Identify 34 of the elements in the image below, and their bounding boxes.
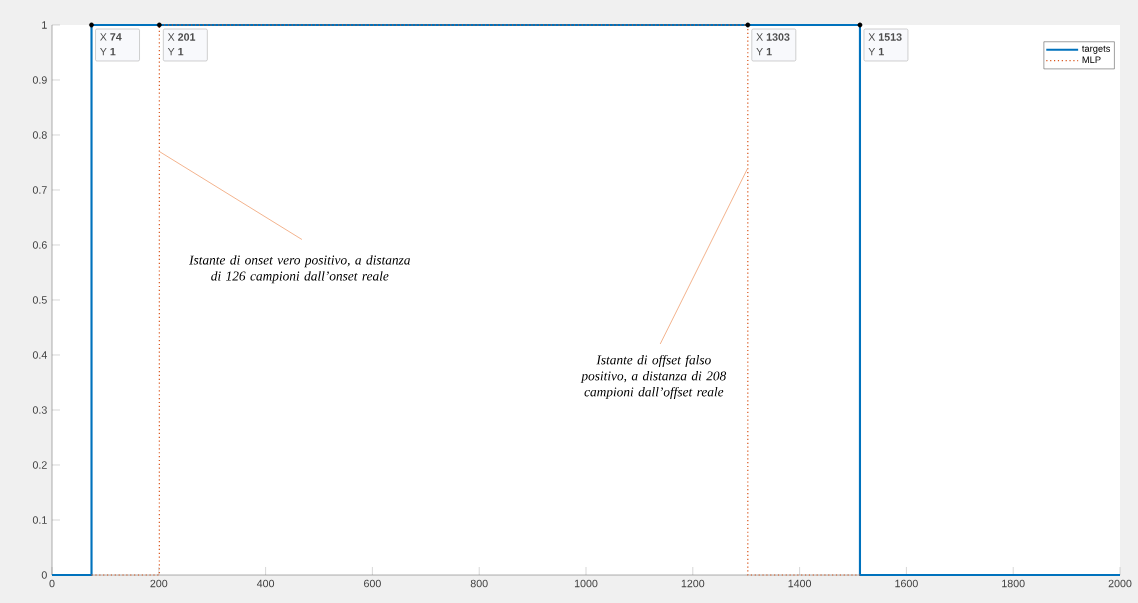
x-tick-label: 600 — [364, 579, 381, 588]
annotation: Y 1 — [167, 47, 184, 56]
x-tick-label: 0 — [49, 579, 55, 588]
x-tick-label: 400 — [256, 579, 275, 588]
x-tick-label: 1200 — [681, 579, 705, 588]
y-tick-label: 0.1 — [32, 516, 47, 524]
annotation: Istante di offset falso positivo, a distanza di 208 campioni dall’offset reale — [580, 354, 727, 400]
annotation: X 1513 — [868, 33, 902, 41]
y-tick-label: 0.7 — [32, 186, 47, 194]
y-tick-label: 0.9 — [32, 76, 47, 84]
x-tick-label: 800 — [470, 579, 488, 588]
legend-label: targets — [1082, 45, 1111, 54]
y-tick-label: 0.8 — [32, 131, 47, 139]
y-tick-label: 0.3 — [32, 406, 47, 414]
annotation: Y 1 — [868, 47, 884, 56]
x-tick-label: 1600 — [895, 579, 918, 588]
annotation: Y 1 — [756, 47, 772, 56]
y-tick-label: 0.4 — [32, 351, 47, 359]
annotation: X 201 — [167, 33, 196, 41]
y-tick-label: 0.6 — [32, 241, 47, 249]
annotation: Y 1 — [100, 47, 116, 56]
annotation: X 74 — [100, 33, 122, 41]
x-tick-label: 200 — [150, 579, 168, 588]
x-tick-label: 1000 — [574, 579, 598, 588]
y-tick-label: 0.5 — [32, 296, 47, 304]
x-tick-label: 2000 — [1108, 579, 1132, 588]
x-tick-label: 1400 — [788, 579, 812, 588]
x-tick-label: 1800 — [1002, 579, 1025, 588]
y-tick-label: 0.2 — [32, 461, 47, 469]
legend-label: MLP — [1082, 56, 1101, 63]
y-tick-label: 1 — [42, 21, 47, 29]
annotation: X 1303 — [756, 33, 790, 41]
annotation: Istante di onset vero positivo, a distanza di 126 campioni dall’onset reale — [189, 255, 410, 284]
y-tick-label: 0 — [41, 571, 47, 579]
